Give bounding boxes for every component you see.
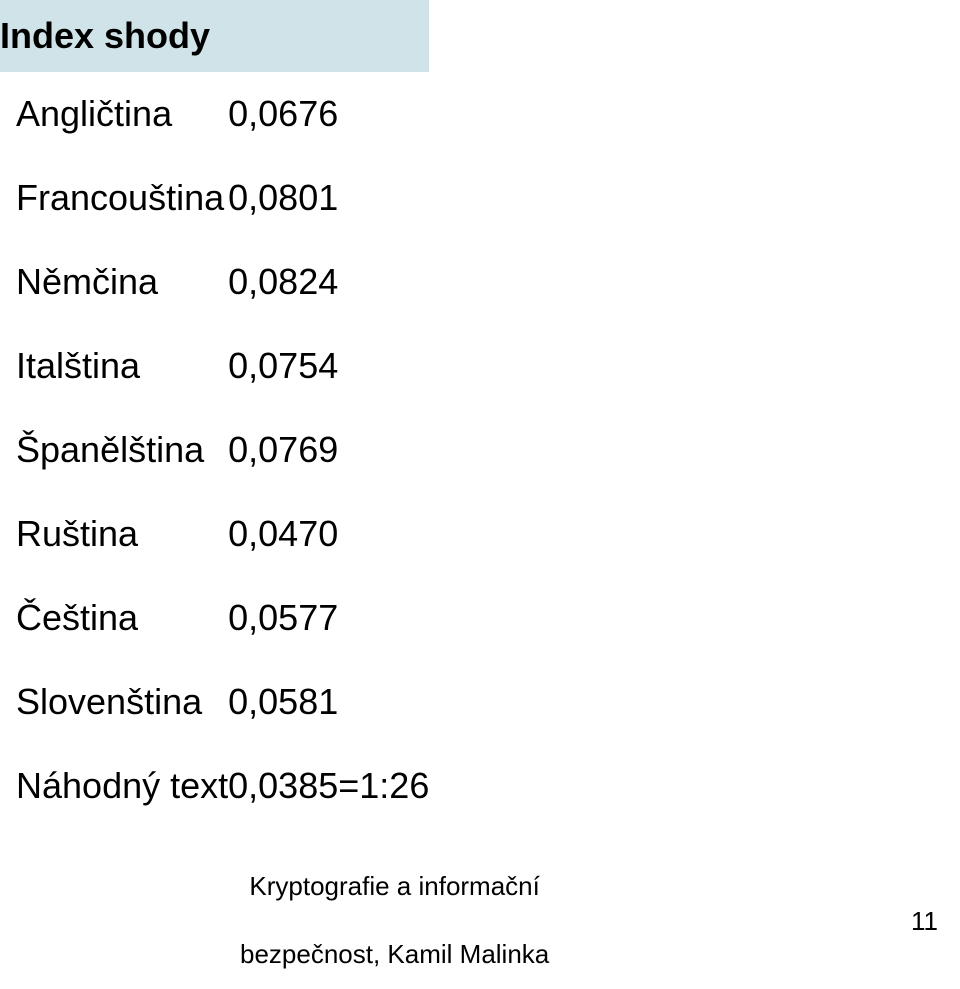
table-header: Index shody bbox=[0, 0, 429, 72]
table-row: Ruština 0,0470 bbox=[0, 492, 429, 576]
row-label: Čeština bbox=[0, 576, 228, 660]
table-row: Francouština 0,0801 bbox=[0, 156, 429, 240]
row-value: 0,0824 bbox=[228, 240, 429, 324]
row-value: 0,0577 bbox=[228, 576, 429, 660]
row-value: 0,0754 bbox=[228, 324, 429, 408]
row-label: Slovenština bbox=[0, 660, 228, 744]
row-label: Angličtina bbox=[0, 72, 228, 156]
page-number: 11 bbox=[911, 906, 938, 937]
row-label: Italština bbox=[0, 324, 228, 408]
row-value: 0,0769 bbox=[228, 408, 429, 492]
row-label: Ruština bbox=[0, 492, 228, 576]
table-row: Němčina 0,0824 bbox=[0, 240, 429, 324]
row-value: 0,0385=1:26 bbox=[228, 744, 429, 828]
row-value: 0,0581 bbox=[228, 660, 429, 744]
row-label: Španělština bbox=[0, 408, 228, 492]
footer-line1: Kryptografie a informační bbox=[249, 871, 539, 901]
row-value: 0,0801 bbox=[228, 156, 429, 240]
row-value: 0,0470 bbox=[228, 492, 429, 576]
table-row: Slovenština 0,0581 bbox=[0, 660, 429, 744]
index-shody-table: Index shody Angličtina 0,0676 Francoušti… bbox=[0, 0, 429, 828]
footer-text: Kryptografie a informační bezpečnost, Ka… bbox=[240, 835, 549, 971]
row-label: Náhodný text bbox=[0, 744, 228, 828]
table-row: Náhodný text 0,0385=1:26 bbox=[0, 744, 429, 828]
table-row: Čeština 0,0577 bbox=[0, 576, 429, 660]
row-value: 0,0676 bbox=[228, 72, 429, 156]
table-row: Angličtina 0,0676 bbox=[0, 72, 429, 156]
row-label: Němčina bbox=[0, 240, 228, 324]
table-row: Italština 0,0754 bbox=[0, 324, 429, 408]
footer-line2: bezpečnost, Kamil Malinka bbox=[240, 939, 549, 969]
table-row: Španělština 0,0769 bbox=[0, 408, 429, 492]
row-label: Francouština bbox=[0, 156, 228, 240]
